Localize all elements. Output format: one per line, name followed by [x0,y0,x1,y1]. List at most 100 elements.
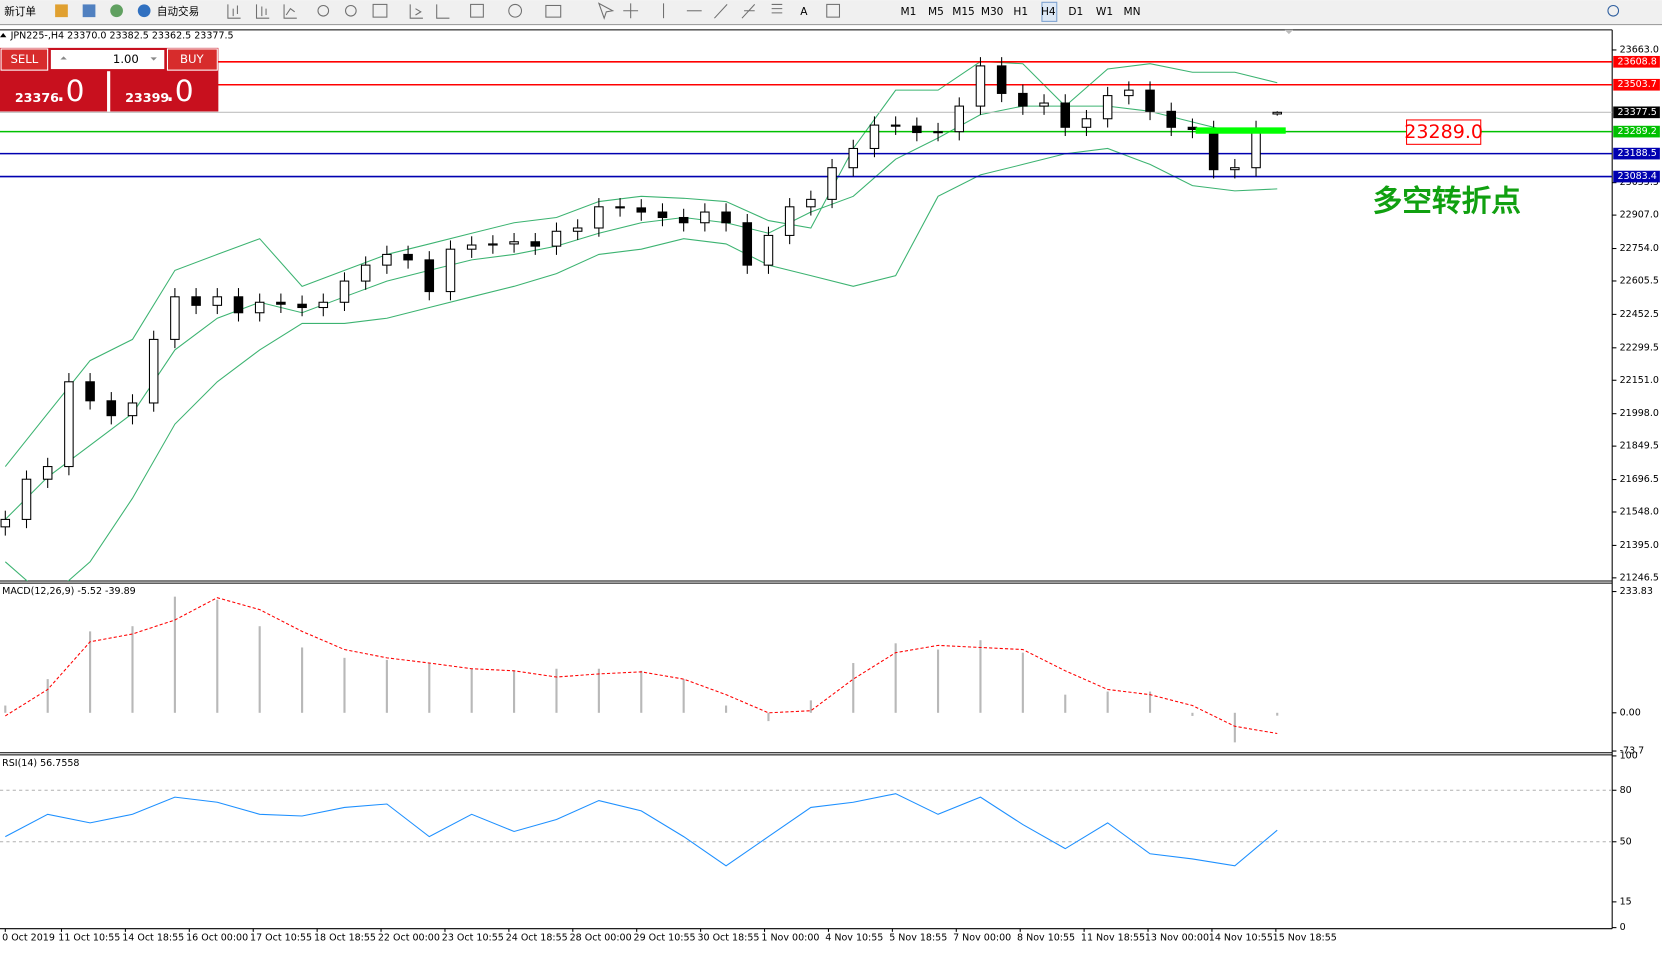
buy-button[interactable] [166,48,218,71]
macd-signal [5,597,1278,735]
candle-body [763,234,774,266]
candle-body [21,478,32,520]
active-timeframe [1041,1,1058,22]
annotation-text: 多空转折点 [1373,183,1521,218]
candle-body [890,124,901,127]
order-panel: SELL 1.00 BUY 23376 .0 23399 .0 [0,47,219,112]
timeframe-button[interactable]: H1 [1013,6,1028,18]
y-tick-label: 21696.5 [1620,474,1659,485]
y-tick-label: 22151.0 [1620,375,1659,386]
x-tick-label: 11 Nov 18:55 [1081,933,1145,944]
candle-body [827,167,837,200]
chart-header: JPN225-,H4 23370.0 23382.5 23362.5 23377… [10,31,234,42]
macd-bar [1106,691,1109,713]
level-label-bg [1613,78,1660,91]
timeframe-button[interactable]: M30 [981,6,1004,18]
x-tick-label: 16 Oct 00:00 [186,933,248,944]
sell-label[interactable]: SELL [11,52,39,66]
x-tick-label: 0 Oct 2019 [2,933,55,944]
candle-body [912,125,922,134]
candle-body [403,253,413,261]
icon[interactable] [110,4,123,18]
icon[interactable] [82,4,96,18]
candle-body [106,400,117,417]
x-tick-label: 29 Oct 10:55 [634,933,696,944]
level-label-bg [1613,170,1660,183]
y-tick-label: 50 [1620,836,1632,847]
lots-input[interactable] [50,49,165,70]
macd-bar [428,663,431,713]
macd-bar [470,668,473,713]
x-tick-label: 14 Nov 10:55 [1209,933,1273,944]
lots-up[interactable] [150,57,157,61]
y-tick-label: 80 [1620,785,1632,796]
candle-body [1251,128,1261,169]
x-tick-label: 8 Nov 10:55 [1017,933,1075,944]
toolbar [0,0,1662,25]
macd-bar [216,599,219,713]
timeframe-button[interactable]: W1 [1096,6,1113,18]
auto-trading-icon[interactable] [137,4,151,18]
timeframe-button[interactable]: M1 [900,6,916,18]
macd-bar [1148,691,1152,713]
candle-body [42,466,53,480]
timeframe-button[interactable]: H4 [1041,6,1056,18]
candle-body [254,301,265,314]
x-tick-label: 13 Nov 00:00 [1145,933,1209,944]
level-label: 23188.5 [1617,148,1656,159]
macd-bar [385,659,388,713]
candle-body [64,381,74,468]
ask-fraction[interactable]: .0 [165,73,193,108]
candle-body [1208,128,1219,171]
candle-body [869,124,880,150]
candle-body [0,518,11,528]
x-tick-label: 28 Oct 00:00 [570,933,632,944]
macd-bar [258,626,261,713]
rsi-line [5,793,1278,867]
sell-button[interactable] [0,48,49,71]
candle-body [382,253,392,266]
y-tick-label: 22605.5 [1620,275,1659,286]
rsi-title: RSI(14) 56.7558 [2,758,79,769]
level-label-bg [1613,147,1660,160]
macd-bar [725,705,728,713]
level-label: 23503.7 [1617,79,1656,90]
annotation-box [1406,119,1482,145]
y-tick-label: 21395.0 [1620,540,1659,551]
macd-bar [1276,712,1279,716]
candle-body [742,222,753,266]
y-tick-label: 233.83 [1620,586,1653,597]
macd-bar [1064,694,1067,713]
lots-down[interactable] [60,56,67,60]
y-tick-label: 15 [1620,896,1632,907]
candle-body [212,296,223,306]
candle-body [148,338,159,404]
ask-price[interactable]: 23399 [125,90,169,105]
timeframe-button[interactable]: D1 [1068,6,1083,18]
macd-bar [4,705,7,713]
x-tick-label: 22 Oct 00:00 [378,933,440,944]
timeframe-button[interactable]: MN [1124,6,1141,18]
candle-body [657,211,668,219]
buy-label[interactable]: BUY [180,52,205,66]
level-label: 23377.5 [1617,107,1656,118]
text-tool[interactable]: A [800,6,808,18]
bid-fraction[interactable]: .0 [56,73,84,108]
level-label-bg [1613,55,1660,68]
lots-value[interactable]: 1.00 [113,52,139,66]
candle-body [996,65,1007,94]
candle-body [1124,89,1134,97]
timeframe-button[interactable]: M5 [928,6,944,18]
search-icon[interactable] [1607,4,1620,17]
bid-price[interactable]: 23376 [15,90,59,105]
candle-body [848,147,859,169]
tool-icons[interactable] [227,2,783,20]
timeframe-button[interactable]: M15 [952,6,975,18]
icon[interactable] [55,4,68,18]
label-tool[interactable] [826,3,841,18]
auto-trading-button[interactable]: 自动交易 [157,5,199,18]
new-order-button[interactable]: 新订单 [4,5,36,18]
x-tick-label: 7 Nov 00:00 [953,933,1011,944]
